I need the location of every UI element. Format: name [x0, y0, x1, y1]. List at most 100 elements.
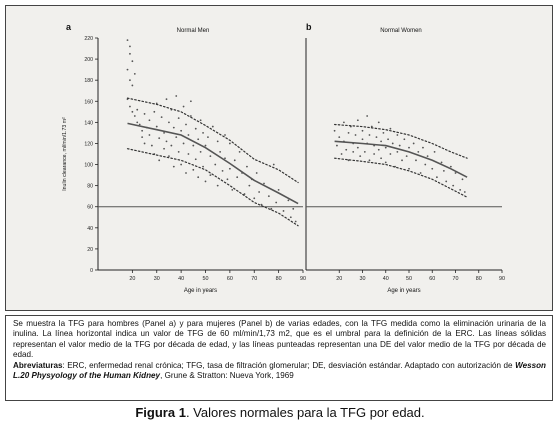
- y-tick-label: 60: [87, 205, 93, 211]
- data-point: [202, 132, 204, 134]
- panel-title: Normal Women: [380, 28, 422, 34]
- y-tick-label: 140: [84, 120, 93, 126]
- mean-line: [127, 122, 299, 205]
- data-point: [131, 84, 134, 87]
- data-point: [338, 136, 341, 139]
- x-tick-label: 60: [227, 276, 233, 282]
- x-tick-label: 40: [383, 276, 389, 282]
- data-point: [343, 121, 345, 124]
- sd-upper-line: [126, 97, 299, 184]
- data-point: [408, 167, 410, 170]
- data-point: [148, 119, 151, 122]
- data-point: [433, 150, 436, 153]
- data-point: [408, 146, 410, 149]
- x-tick-label: 20: [336, 276, 342, 282]
- data-point: [133, 115, 136, 117]
- data-point: [270, 207, 273, 210]
- data-point: [168, 155, 170, 158]
- data-point: [368, 159, 371, 162]
- data-point: [389, 153, 392, 155]
- data-point: [391, 142, 394, 145]
- data-point: [380, 140, 382, 143]
- x-tick-label: 80: [276, 276, 282, 282]
- data-point: [361, 129, 364, 132]
- data-point: [160, 116, 163, 118]
- data-point: [133, 72, 136, 75]
- data-point: [380, 157, 382, 160]
- data-point: [185, 172, 187, 174]
- data-point: [136, 108, 139, 111]
- data-point: [412, 142, 415, 145]
- data-point: [175, 136, 178, 139]
- data-point: [126, 68, 129, 71]
- data-point: [155, 125, 158, 128]
- x-tick-label: 30: [154, 276, 160, 282]
- data-point: [202, 165, 204, 168]
- data-point: [170, 144, 173, 147]
- panel-title: Normal Men: [177, 28, 210, 34]
- data-point: [445, 180, 448, 183]
- data-point: [401, 159, 403, 162]
- y-tick-label: 20: [87, 247, 93, 253]
- data-point: [204, 144, 207, 147]
- abbreviations-label: Abreviaturas: [13, 360, 63, 370]
- data-point: [238, 150, 241, 153]
- data-point: [236, 176, 239, 179]
- data-point: [180, 163, 183, 166]
- data-point: [431, 167, 434, 170]
- data-point: [192, 168, 195, 171]
- data-point: [361, 138, 364, 141]
- data-point: [126, 39, 129, 42]
- data-point: [231, 188, 234, 191]
- data-point: [214, 163, 217, 166]
- data-point: [216, 184, 219, 187]
- data-point: [356, 119, 359, 122]
- panel-letter: b: [306, 22, 312, 32]
- data-point: [340, 153, 343, 155]
- data-point: [187, 134, 190, 136]
- abbreviations-text: : ERC, enfermedad renal crónica; TFG, ta…: [62, 360, 516, 370]
- figure-title: Figura 1. Valores normales para la TFG p…: [0, 405, 560, 420]
- data-point: [384, 146, 387, 149]
- data-point: [143, 113, 146, 115]
- data-point: [163, 147, 165, 150]
- data-point: [228, 167, 231, 170]
- x-tick-label: 20: [129, 276, 135, 282]
- data-point: [255, 172, 258, 174]
- data-point: [347, 132, 350, 134]
- data-point: [207, 136, 209, 139]
- data-point: [129, 79, 131, 82]
- data-point: [165, 98, 168, 101]
- data-point: [442, 169, 445, 172]
- data-point: [354, 134, 357, 136]
- y-tick-label: 180: [84, 78, 93, 84]
- data-point: [180, 129, 183, 132]
- y-tick-label: 40: [87, 226, 93, 232]
- data-point: [129, 52, 131, 55]
- data-point: [463, 191, 466, 193]
- data-point: [143, 142, 146, 145]
- data-point: [387, 138, 389, 141]
- data-point: [165, 140, 168, 143]
- data-point: [172, 165, 175, 168]
- data-point: [194, 127, 197, 130]
- data-point: [187, 153, 190, 155]
- data-point: [377, 121, 380, 124]
- x-tick-label: 30: [360, 276, 366, 282]
- data-point: [454, 172, 457, 174]
- data-point: [352, 150, 355, 153]
- data-point: [282, 210, 285, 212]
- data-point: [226, 178, 229, 181]
- panel-letter: a: [66, 22, 72, 32]
- source-title: Wesson L.20 Physyology of the Human Kidn…: [13, 360, 546, 381]
- data-point: [275, 201, 278, 204]
- data-point: [377, 148, 380, 151]
- data-point: [197, 176, 200, 179]
- y-tick-label: 220: [84, 36, 93, 42]
- mean-line: [334, 140, 468, 178]
- data-point: [403, 138, 406, 141]
- data-point: [405, 155, 408, 158]
- data-point: [345, 148, 348, 151]
- data-point: [396, 134, 399, 136]
- data-point: [424, 163, 427, 166]
